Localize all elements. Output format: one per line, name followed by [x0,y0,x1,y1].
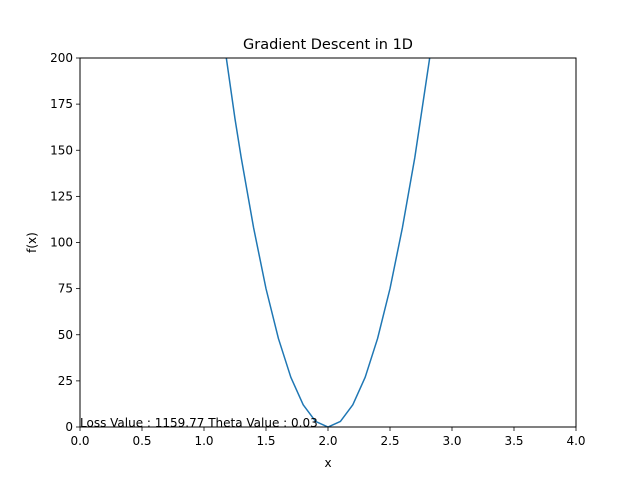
x-tick-label: 4.0 [566,434,585,448]
x-tick-label: 0.5 [132,434,151,448]
x-tick-label: 3.0 [442,434,461,448]
y-axis-label: f(x) [25,232,39,253]
y-tick-label: 175 [50,97,73,111]
x-tick-label: 3.5 [504,434,523,448]
series-line-0 [225,58,431,427]
x-tick-label: 1.5 [256,434,275,448]
y-tick-label: 25 [58,374,73,388]
y-axis: 0 25 50 75 100 125 150 175 200 [50,51,80,434]
y-tick-label: 150 [50,143,73,157]
loss-theta-annotation: Loss Value : 1159.77 Theta Value : 0.03 [80,416,318,430]
y-tick-label: 200 [50,51,73,65]
chart-title: Gradient Descent in 1D [243,37,413,53]
x-tick-label: 2.0 [318,434,337,448]
x-tick-label: 0.0 [70,434,89,448]
x-tick-label: 2.5 [380,434,399,448]
x-axis-label: x [324,456,331,470]
y-tick-label: 50 [58,328,73,342]
y-tick-label: 125 [50,189,73,203]
y-tick-label: 100 [50,236,73,250]
x-axis: 0.0 0.5 1.0 1.5 2.0 2.5 3.0 3.5 4.0 [70,427,586,448]
y-tick-label: 75 [58,282,73,296]
y-tick-label: 0 [65,420,73,434]
x-tick-label: 1.0 [194,434,213,448]
